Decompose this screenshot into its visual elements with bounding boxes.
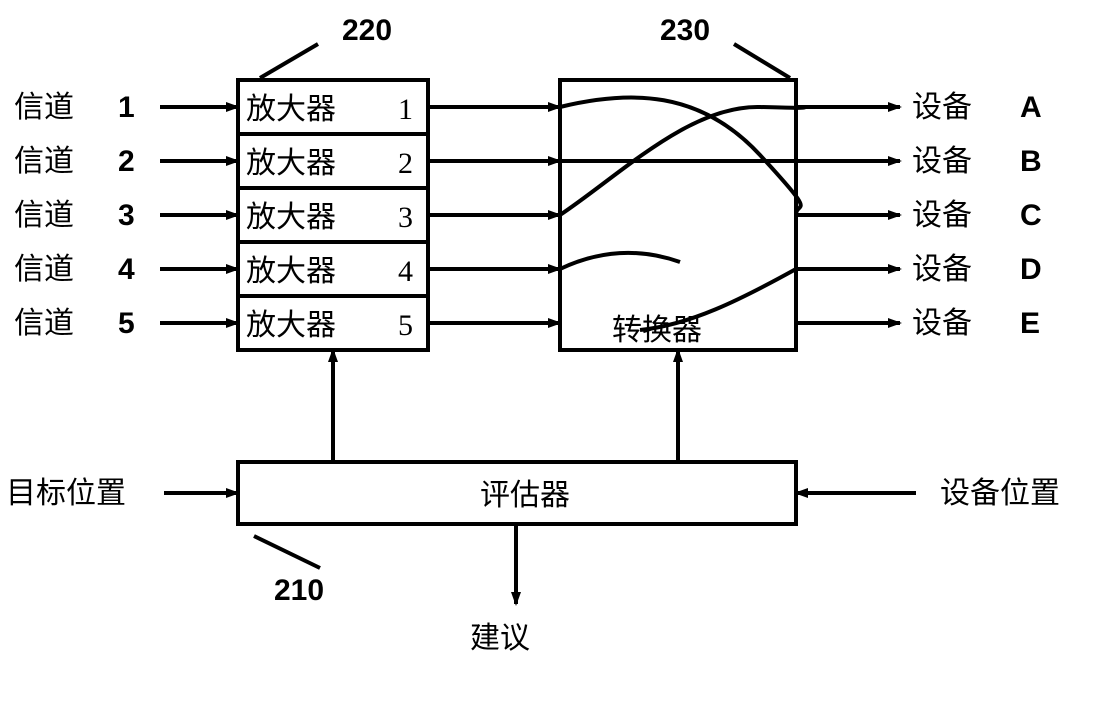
amp-num-3: 4 [398,255,413,288]
channel-label-0: 信道 [14,91,74,124]
channel-label-3: 信道 [14,253,74,286]
channel-num-1: 2 [118,145,135,178]
amp-label-0: 放大器 [246,93,336,126]
device-label-3: 设备 [912,253,972,286]
amp-num-4: 5 [398,309,413,342]
device-label-4: 设备 [912,307,972,340]
switch-curve-0 [560,97,801,215]
channel-label-4: 信道 [14,307,74,340]
channel-label-2: 信道 [14,199,74,232]
channel-num-4: 5 [118,307,135,340]
device-label-1: 设备 [912,145,972,178]
amp-label-3: 放大器 [246,255,336,288]
ref-220: 220 [342,14,392,47]
switch-curve-3 [560,253,680,269]
amp-label-2: 放大器 [246,201,336,234]
channel-num-3: 4 [118,253,135,286]
ref-230-leader [734,44,790,78]
device-label-0: 设备 [912,91,972,124]
device-label-2: 设备 [912,199,972,232]
evaluator-label: 评估器 [480,479,570,512]
device-letter-2: C [1020,199,1042,232]
channel-label-1: 信道 [14,145,74,178]
amp-num-2: 3 [398,201,413,234]
device-letter-3: D [1020,253,1042,286]
ref-230: 230 [660,14,710,47]
ref-220-leader [260,44,318,78]
suggestion-label: 建议 [470,622,530,655]
channel-num-2: 3 [118,199,135,232]
diagram-canvas: 信道 1 放大器 1 设备 A 信道 2 放大器 2 设备 B 信道 3 放大器 3 设备 C 信道 4 放大器 4 设备 D… [0,0,1100,712]
amp-label-1: 放大器 [246,147,336,180]
channel-num-0: 1 [118,91,135,124]
ref-210: 210 [274,574,324,607]
target-pos-label: 目标位置 [6,477,126,510]
ref-210-leader [254,536,320,568]
device-letter-0: A [1020,91,1042,124]
switch-label: 转换器 [612,314,702,347]
device-letter-1: B [1020,145,1042,178]
device-letter-4: E [1020,307,1040,340]
amp-label-4: 放大器 [246,309,336,342]
amp-num-0: 1 [398,93,413,126]
device-pos-label: 设备位置 [940,477,1060,510]
amp-num-1: 2 [398,147,413,180]
switch-block [560,80,796,350]
